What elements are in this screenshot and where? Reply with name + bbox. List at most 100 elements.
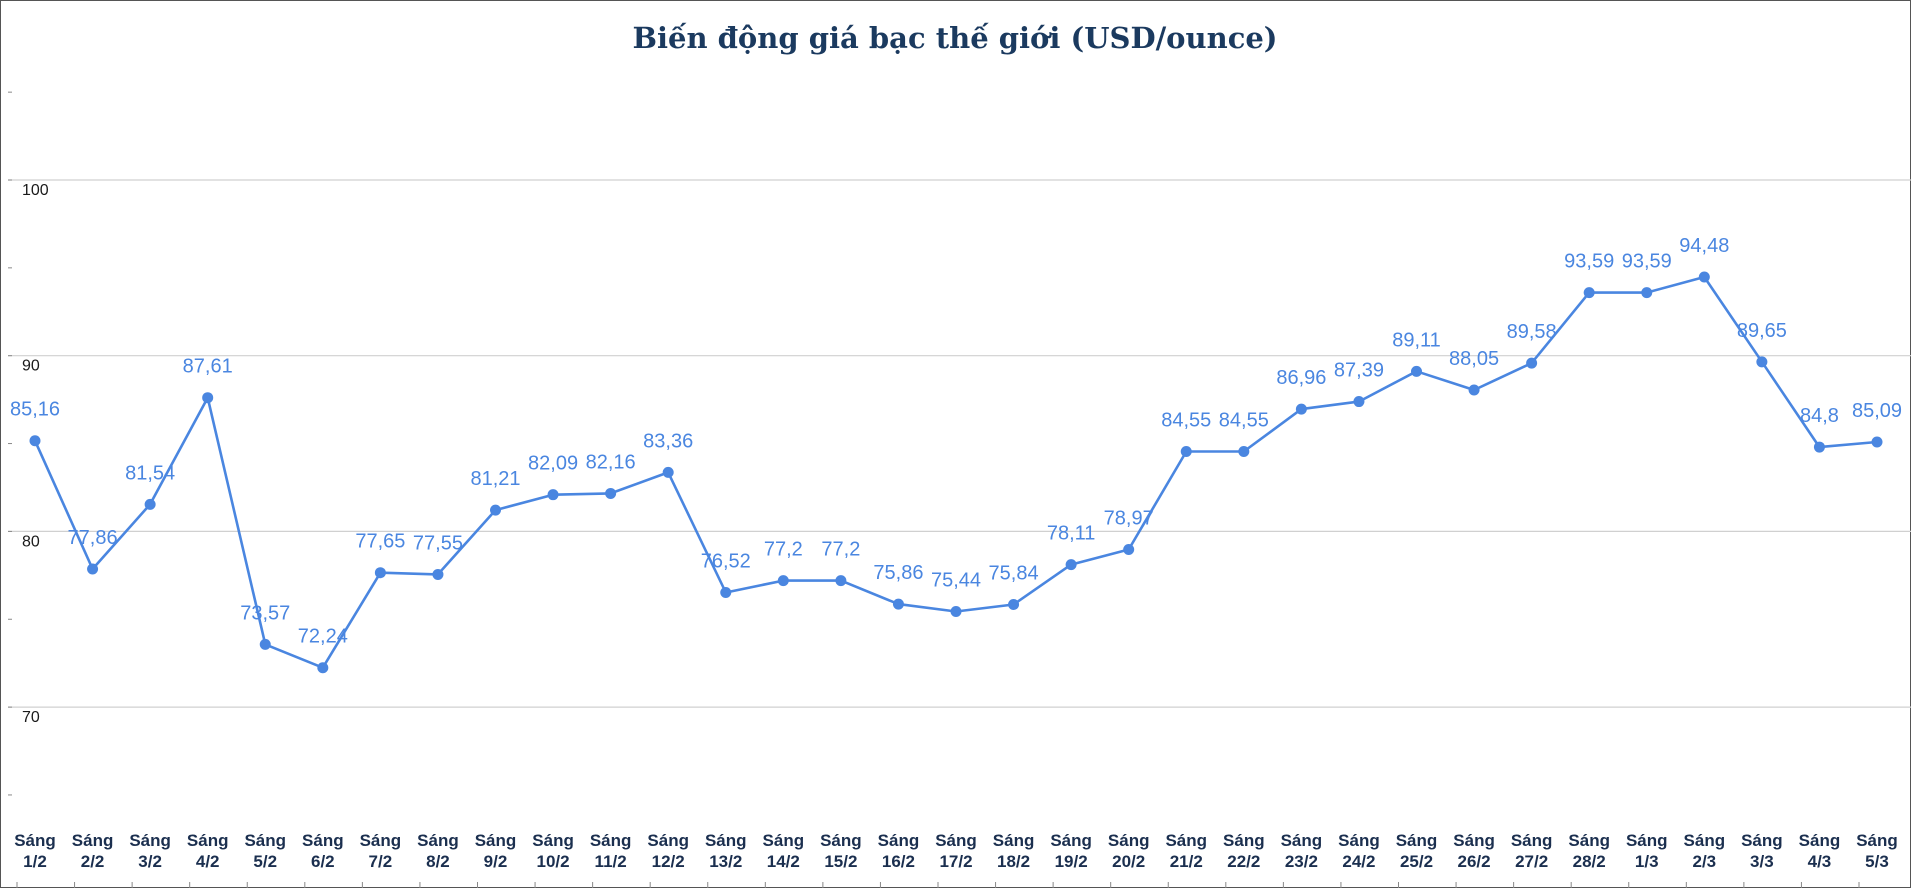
data-point <box>374 567 386 579</box>
x-tick-label: Sáng 24/2 <box>1338 831 1380 871</box>
data-point <box>87 563 99 575</box>
series-silver-price <box>29 271 1883 674</box>
data-point <box>144 498 156 510</box>
data-label: 83,36 <box>643 430 693 452</box>
data-label: 72,24 <box>298 626 348 648</box>
data-point <box>490 504 501 516</box>
data-label: 81,21 <box>470 468 520 490</box>
data-label: 77,65 <box>355 531 405 553</box>
x-tick-label: Sáng 3/2 <box>129 831 171 871</box>
data-point <box>1353 396 1365 408</box>
data-point <box>1411 365 1422 377</box>
data-label: 86,96 <box>1276 367 1326 389</box>
x-tick-label: Sáng 5/3 <box>1856 831 1898 871</box>
data-label: 89,58 <box>1507 321 1557 343</box>
x-tick-label: Sáng 6/2 <box>302 831 344 871</box>
x-tick-label: Sáng 8/2 <box>417 831 459 871</box>
data-point <box>1583 287 1595 299</box>
x-tick-label: Sáng 7/2 <box>360 831 402 871</box>
x-tick-label: Sáng 23/2 <box>1281 831 1323 871</box>
data-label: 89,65 <box>1737 320 1787 342</box>
data-point <box>1871 436 1883 448</box>
data-label: 84,8 <box>1800 405 1839 427</box>
x-tick-label: Sáng 1/2 <box>14 831 56 871</box>
data-label: 82,09 <box>528 453 578 475</box>
y-tick-label-70: 70 <box>22 709 40 726</box>
data-point <box>1756 356 1768 368</box>
data-label: 75,86 <box>873 562 923 584</box>
x-tick-label: Sáng 4/3 <box>1799 831 1841 871</box>
data-label: 77,2 <box>764 539 803 561</box>
data-label: 93,59 <box>1622 251 1672 273</box>
data-label: 77,86 <box>68 527 118 549</box>
x-tick-label: Sáng 11/2 <box>590 831 632 871</box>
data-point <box>1180 445 1192 457</box>
x-tick-label: Sáng 4/2 <box>187 831 229 871</box>
x-tick-label: Sáng 14/2 <box>763 831 805 871</box>
data-point <box>1295 403 1307 415</box>
data-label: 94,48 <box>1679 235 1729 257</box>
x-tick-label: Sáng 2/2 <box>72 831 114 871</box>
x-tick-label: Sáng 10/2 <box>532 831 574 871</box>
data-point <box>1065 559 1077 571</box>
x-tick-label: Sáng 22/2 <box>1223 831 1265 871</box>
y-tick-label-80: 80 <box>22 533 40 550</box>
data-label: 73,57 <box>240 602 290 624</box>
data-point <box>1468 384 1480 396</box>
data-label: 87,39 <box>1334 360 1384 382</box>
data-point <box>1813 441 1825 453</box>
x-tick-label: Sáng 17/2 <box>935 831 977 871</box>
data-label: 78,97 <box>1104 507 1154 529</box>
x-tick-label: Sáng 25/2 <box>1396 831 1438 871</box>
data-point <box>259 638 271 650</box>
x-tick-label: Sáng 19/2 <box>1050 831 1092 871</box>
data-point <box>1238 445 1250 457</box>
x-tick-label: Sáng 20/2 <box>1108 831 1150 871</box>
x-tick-label: Sáng 12/2 <box>647 831 689 871</box>
data-label: 77,2 <box>821 539 860 561</box>
x-tick-label: Sáng 13/2 <box>705 831 747 871</box>
data-point <box>1526 357 1538 369</box>
x-tick-label: Sáng 26/2 <box>1453 831 1495 871</box>
data-point <box>317 662 329 674</box>
data-point <box>892 598 904 610</box>
y-axis: 70 80 90 100 <box>8 91 49 796</box>
data-point <box>29 435 41 447</box>
x-tick-label: Sáng 5/2 <box>244 831 286 871</box>
data-label: 87,61 <box>183 356 233 378</box>
x-tick-label: Sáng 21/2 <box>1165 831 1207 871</box>
y-tick-label-100: 100 <box>22 182 49 199</box>
data-point <box>605 487 617 499</box>
data-label: 81,54 <box>125 462 175 484</box>
data-point <box>950 606 962 618</box>
data-point <box>432 568 444 580</box>
data-point <box>1123 543 1135 555</box>
x-tick-label: Sáng 28/2 <box>1568 831 1610 871</box>
data-point <box>835 575 847 587</box>
x-tick-label: Sáng 9/2 <box>475 831 517 871</box>
data-point <box>662 466 674 478</box>
data-label: 85,09 <box>1852 400 1902 422</box>
x-tick-label: Sáng 1/3 <box>1626 831 1668 871</box>
data-label: 75,84 <box>989 562 1039 584</box>
data-label: 84,55 <box>1161 409 1211 431</box>
x-tick-label: Sáng 2/3 <box>1684 831 1726 871</box>
data-label: 89,11 <box>1392 329 1441 351</box>
y-tick-label-90: 90 <box>22 358 40 375</box>
data-label: 85,16 <box>10 399 60 421</box>
x-tick-label: Sáng 16/2 <box>878 831 920 871</box>
data-point <box>777 575 789 587</box>
data-point <box>547 489 559 501</box>
data-point <box>1698 271 1710 283</box>
data-label: 84,55 <box>1219 409 1269 431</box>
data-label: 88,05 <box>1449 348 1499 370</box>
x-axis: Sáng 1/2 Sáng 2/2 Sáng 3/2 Sáng 4/2 Sáng 5/2 Sáng 6… <box>14 831 1898 888</box>
x-tick-label: Sáng 3/3 <box>1741 831 1783 871</box>
x-tick-label: Sáng 27/2 <box>1511 831 1553 871</box>
data-point <box>720 587 732 599</box>
data-point <box>1641 287 1653 299</box>
x-tick-label: Sáng 15/2 <box>820 831 862 871</box>
